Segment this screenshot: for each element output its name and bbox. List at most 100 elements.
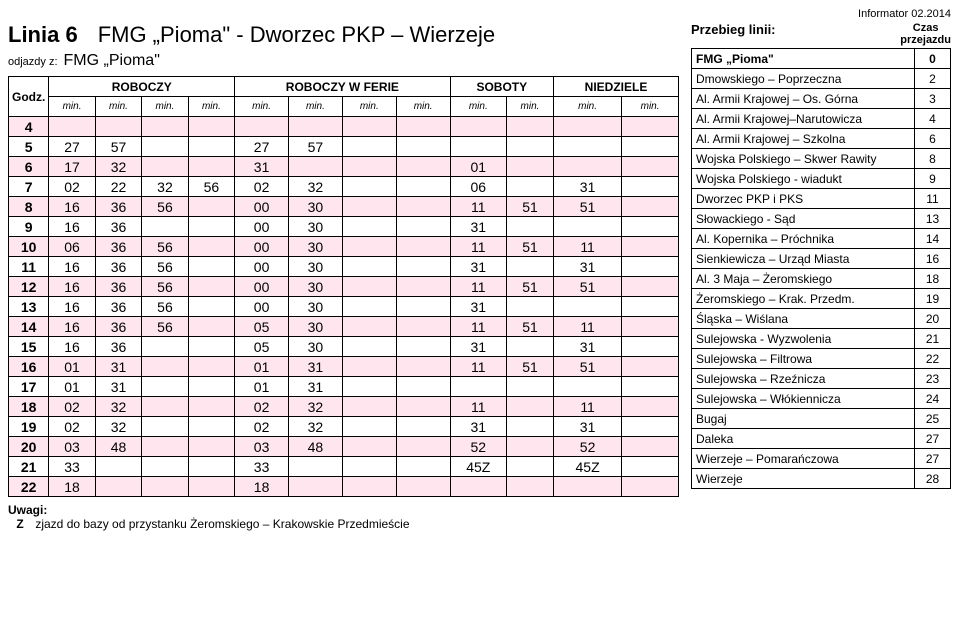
minute-cell: 51: [507, 237, 554, 257]
stop-time: 25: [915, 409, 951, 429]
stop-name: Sulejowska – Rzeźnicza: [692, 369, 915, 389]
minute-cell: [342, 477, 396, 497]
minute-cell: [142, 137, 188, 157]
minute-cell: [188, 197, 234, 217]
minute-cell: 00: [235, 197, 289, 217]
minute-cell: [396, 237, 450, 257]
minute-cell: 00: [235, 297, 289, 317]
minute-cell: 18: [49, 477, 95, 497]
minute-cell: [142, 477, 188, 497]
minute-cell: 01: [49, 377, 95, 397]
stop-time: 18: [915, 269, 951, 289]
minute-cell: 51: [507, 317, 554, 337]
route-stop-row: Sulejowska – Filtrowa22: [692, 349, 951, 369]
minute-cell: [622, 157, 679, 177]
minute-cell: [142, 437, 188, 457]
timetable-row: 121636560030115151: [9, 277, 679, 297]
minute-cell: [342, 377, 396, 397]
stop-name: Wojska Polskiego - wiadukt: [692, 169, 915, 189]
hour-cell: 20: [9, 437, 49, 457]
minute-cell: [188, 477, 234, 497]
timetable-row: 4: [9, 117, 679, 137]
minute-cell: 57: [289, 137, 343, 157]
stop-time: 27: [915, 429, 951, 449]
minute-cell: [188, 437, 234, 457]
hour-cell: 6: [9, 157, 49, 177]
col-group-header: ROBOCZY W FERIE: [235, 77, 450, 97]
minute-cell: 03: [49, 437, 95, 457]
timetable-row: 81636560030115151: [9, 197, 679, 217]
min-header: min.: [342, 97, 396, 117]
minute-cell: 31: [554, 417, 622, 437]
minute-cell: 06: [49, 237, 95, 257]
minute-cell: [342, 257, 396, 277]
note-text: zjazd do bazy od przystanku Żeromskiego …: [35, 517, 409, 531]
minute-cell: 51: [507, 197, 554, 217]
minute-cell: 27: [235, 137, 289, 157]
minute-cell: [507, 377, 554, 397]
minute-cell: 00: [235, 257, 289, 277]
route-panel-label: Przebieg linii:: [691, 22, 776, 46]
minute-cell: 52: [450, 437, 506, 457]
route-stop-row: Sulejowska - Wyzwolenia21: [692, 329, 951, 349]
minute-cell: [396, 197, 450, 217]
minute-cell: [396, 177, 450, 197]
minute-cell: [396, 117, 450, 137]
minute-cell: [142, 397, 188, 417]
minute-cell: [188, 157, 234, 177]
minute-cell: [622, 177, 679, 197]
notes: Uwagi: Z zjazd do bazy od przystanku Żer…: [8, 503, 679, 531]
minute-cell: [289, 457, 343, 477]
stop-name: Al. Armii Krajowej–Narutowicza: [692, 109, 915, 129]
min-header: min.: [95, 97, 141, 117]
minute-cell: 11: [450, 397, 506, 417]
minute-cell: [622, 337, 679, 357]
stop-time: 21: [915, 329, 951, 349]
minute-cell: [342, 157, 396, 177]
minute-cell: [142, 337, 188, 357]
minute-cell: [188, 137, 234, 157]
route-stop-row: Śląska – Wiślana20: [692, 309, 951, 329]
minute-cell: [95, 477, 141, 497]
minute-cell: [622, 217, 679, 237]
min-header: min.: [450, 97, 506, 117]
route-stop-row: Sulejowska – Rzeźnicza23: [692, 369, 951, 389]
route-stop-row: Daleka27: [692, 429, 951, 449]
minute-cell: [622, 197, 679, 217]
minute-cell: 51: [554, 277, 622, 297]
stop-name: Al. Armii Krajowej – Szkolna: [692, 129, 915, 149]
stop-name: Sulejowska – Filtrowa: [692, 349, 915, 369]
minute-cell: 32: [289, 417, 343, 437]
min-header: min.: [49, 97, 95, 117]
minute-cell: [622, 237, 679, 257]
minute-cell: 11: [450, 357, 506, 377]
stop-name: Sulejowska - Wyzwolenia: [692, 329, 915, 349]
minute-cell: [507, 117, 554, 137]
minute-cell: 11: [450, 237, 506, 257]
minute-cell: [188, 117, 234, 137]
minute-cell: 31: [235, 157, 289, 177]
hour-cell: 5: [9, 137, 49, 157]
depart-stop: FMG „Pioma": [64, 52, 160, 70]
minute-cell: 02: [235, 397, 289, 417]
minute-cell: [188, 297, 234, 317]
route-stop-row: Wierzeje – Pomarańczowa27: [692, 449, 951, 469]
minute-cell: [188, 337, 234, 357]
minute-cell: 36: [95, 337, 141, 357]
minute-cell: [622, 477, 679, 497]
hour-cell: 15: [9, 337, 49, 357]
route-stop-row: Dmowskiego – Poprzeczna2: [692, 69, 951, 89]
minute-cell: 02: [49, 417, 95, 437]
minute-cell: [450, 477, 506, 497]
minute-cell: 01: [235, 357, 289, 377]
minute-cell: 45Z: [554, 457, 622, 477]
minute-cell: 48: [289, 437, 343, 457]
route-table: FMG „Pioma"0Dmowskiego – Poprzeczna2Al. …: [691, 48, 951, 489]
minute-cell: [554, 117, 622, 137]
minute-cell: [396, 157, 450, 177]
minute-cell: 56: [142, 257, 188, 277]
minute-cell: [554, 297, 622, 317]
stop-time: 22: [915, 349, 951, 369]
minute-cell: [342, 417, 396, 437]
depart-label: odjazdy z:: [8, 56, 58, 68]
